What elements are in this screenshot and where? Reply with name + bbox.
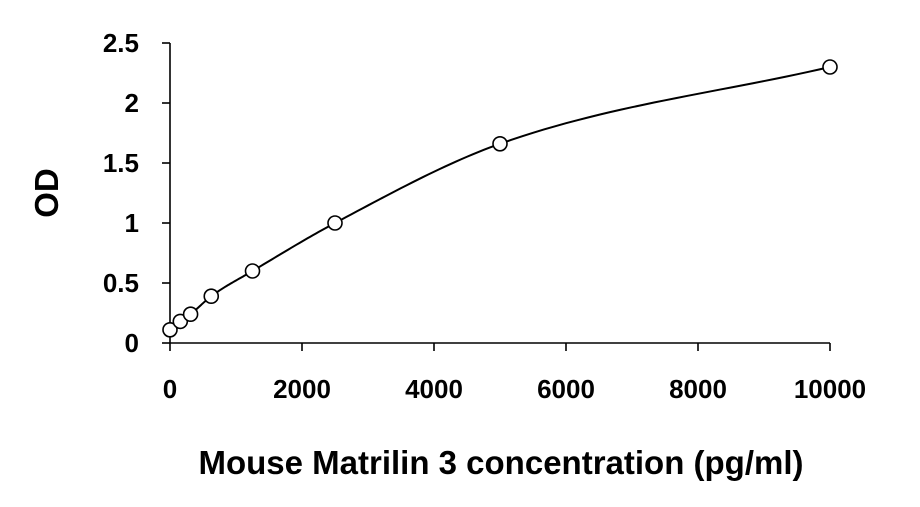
y-tick-label: 1 [125, 208, 139, 238]
y-axis-title: OD [28, 168, 65, 218]
x-tick-label: 10000 [794, 374, 866, 404]
tick-group [162, 42, 831, 351]
x-tick-label: 0 [163, 374, 177, 404]
y-tick-label: 1.5 [103, 148, 139, 178]
y-tick-label: 2 [125, 88, 139, 118]
x-tick-label: 2000 [273, 374, 331, 404]
y-tick-label: 0.5 [103, 268, 139, 298]
fit-curve [169, 66, 831, 331]
data-point [203, 288, 220, 305]
data-point [244, 263, 261, 279]
y-tick-label: 0 [125, 328, 139, 358]
tick-label-group: 0 0.5 1 1.5 2 2.5 0 2000 4000 6000 8000 10000 [103, 28, 866, 404]
y-tick-label: 2.5 [103, 28, 139, 58]
data-point [492, 136, 508, 152]
x-axis-title: Mouse Matrilin 3 concentration (pg/ml) [198, 444, 803, 481]
data-point [182, 306, 199, 323]
x-tick-label: 6000 [537, 374, 595, 404]
x-tick-label: 4000 [405, 374, 463, 404]
axes [169, 43, 830, 344]
data-point [162, 321, 178, 338]
x-tick-label: 8000 [669, 374, 727, 404]
data-point [327, 215, 343, 231]
data-point-group [162, 59, 838, 338]
data-point [822, 59, 838, 75]
